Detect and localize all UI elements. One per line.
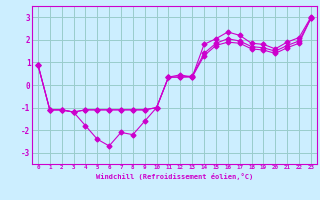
X-axis label: Windchill (Refroidissement éolien,°C): Windchill (Refroidissement éolien,°C) xyxy=(96,173,253,180)
